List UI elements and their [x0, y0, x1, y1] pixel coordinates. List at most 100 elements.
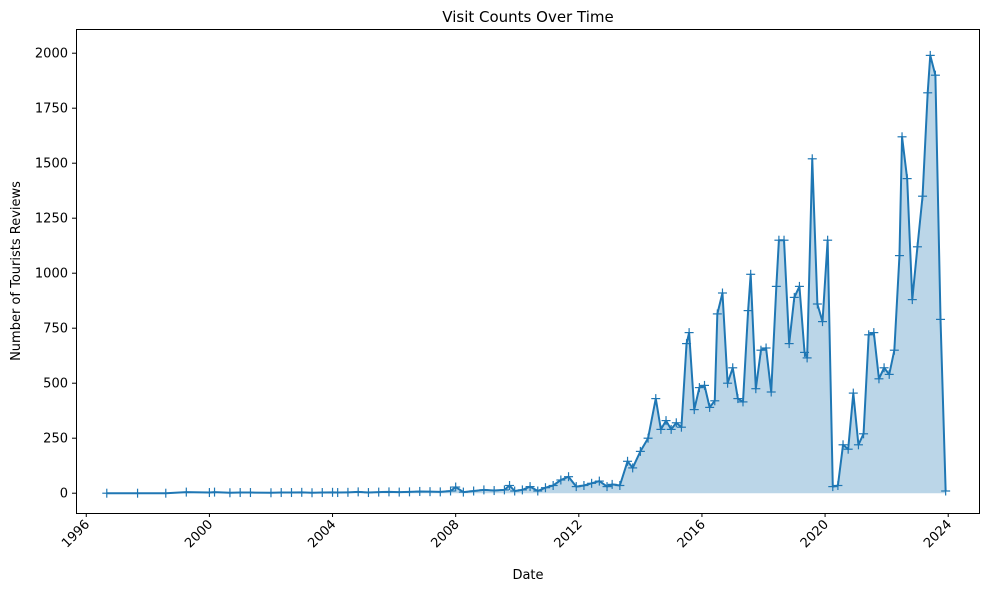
y-tick-label: 500 — [43, 377, 68, 392]
data-point — [712, 309, 722, 319]
data-point — [717, 288, 727, 298]
x-tick-label: 2016 — [675, 517, 709, 551]
data-point — [548, 481, 558, 490]
data-point — [746, 269, 756, 279]
data-point — [451, 482, 461, 492]
x-axis-title: Date — [512, 568, 543, 583]
y-axis: 0 250 500 750 1000 1250 1500 1750 2000 — [35, 47, 76, 502]
data-point — [676, 422, 686, 432]
y-tick-label: 1000 — [35, 267, 68, 282]
data-point — [779, 235, 789, 245]
data-point — [733, 394, 743, 404]
data-point — [635, 446, 645, 456]
data-point — [479, 485, 489, 495]
data-point — [682, 339, 692, 349]
data-point — [394, 487, 404, 497]
data-point — [469, 486, 479, 496]
data-point — [833, 481, 843, 490]
data-point — [784, 339, 794, 349]
data-point — [884, 369, 894, 379]
data-point — [286, 488, 296, 498]
data-point — [848, 388, 858, 398]
data-point — [859, 429, 869, 439]
data-point — [556, 475, 566, 485]
data-point — [694, 383, 704, 393]
data-point — [489, 486, 499, 496]
x-axis: 1996 2000 2004 2008 2012 2016 2020 2024 — [59, 513, 955, 551]
data-point — [879, 363, 889, 373]
data-point — [587, 478, 597, 488]
y-tick-label: 1250 — [35, 212, 68, 227]
data-point — [843, 444, 853, 454]
y-tick-label: 750 — [43, 322, 68, 337]
data-point — [912, 242, 922, 252]
data-point — [374, 487, 384, 497]
data-point — [602, 482, 612, 492]
data-point — [510, 486, 520, 496]
data-point — [446, 486, 456, 496]
data-point — [656, 424, 666, 434]
data-point — [363, 488, 373, 498]
data-point — [564, 472, 574, 482]
data-point — [766, 387, 776, 397]
data-point — [594, 476, 604, 486]
data-point — [533, 486, 543, 496]
data-point — [435, 487, 445, 497]
data-point — [889, 345, 899, 355]
data-point — [643, 433, 653, 443]
x-tick-label: 2008 — [428, 517, 462, 551]
data-point — [802, 353, 812, 363]
data-point — [894, 251, 904, 261]
data-point — [789, 292, 799, 302]
data-point — [343, 487, 353, 497]
data-point — [700, 380, 710, 390]
y-axis-title: Number of Tourists Reviews — [9, 181, 24, 361]
data-point — [623, 456, 633, 466]
data-point — [161, 488, 171, 498]
y-tick-label: 1500 — [35, 157, 68, 172]
data-point — [607, 479, 617, 489]
area-fill — [106, 55, 946, 494]
x-tick-label: 2024 — [921, 517, 955, 551]
data-point — [404, 487, 414, 497]
data-point — [743, 306, 753, 316]
data-point — [671, 418, 681, 428]
plot-area — [102, 50, 951, 498]
data-point — [761, 343, 771, 353]
data-point — [458, 487, 468, 497]
data-point — [812, 299, 822, 309]
data-point — [869, 328, 879, 338]
data-point — [689, 405, 699, 415]
data-point — [818, 317, 828, 327]
data-point — [415, 486, 425, 496]
data-point — [353, 487, 363, 497]
data-point — [751, 384, 761, 394]
data-point — [425, 487, 435, 497]
y-tick-label: 1750 — [35, 102, 68, 117]
x-tick-label: 1996 — [59, 517, 93, 551]
data-point — [225, 488, 235, 498]
data-point — [540, 483, 550, 493]
data-point — [666, 424, 676, 434]
data-point — [823, 235, 833, 245]
data-point — [628, 463, 638, 473]
data-point — [210, 487, 220, 497]
data-point — [771, 281, 781, 291]
data-point — [897, 132, 907, 142]
data-point — [936, 314, 946, 324]
data-point — [333, 488, 343, 498]
data-point — [499, 485, 509, 495]
data-point — [838, 440, 848, 450]
data-point — [925, 50, 935, 60]
data-point — [864, 330, 874, 340]
data-point — [579, 481, 589, 490]
data-point — [505, 481, 515, 490]
data-point — [705, 402, 715, 412]
data-point — [710, 396, 720, 406]
data-point — [235, 488, 245, 498]
x-tick-label: 2012 — [552, 517, 586, 551]
x-tick-label: 2020 — [798, 517, 832, 551]
data-point — [297, 487, 307, 497]
data-point — [853, 440, 863, 450]
x-tick-label: 2004 — [305, 517, 339, 551]
